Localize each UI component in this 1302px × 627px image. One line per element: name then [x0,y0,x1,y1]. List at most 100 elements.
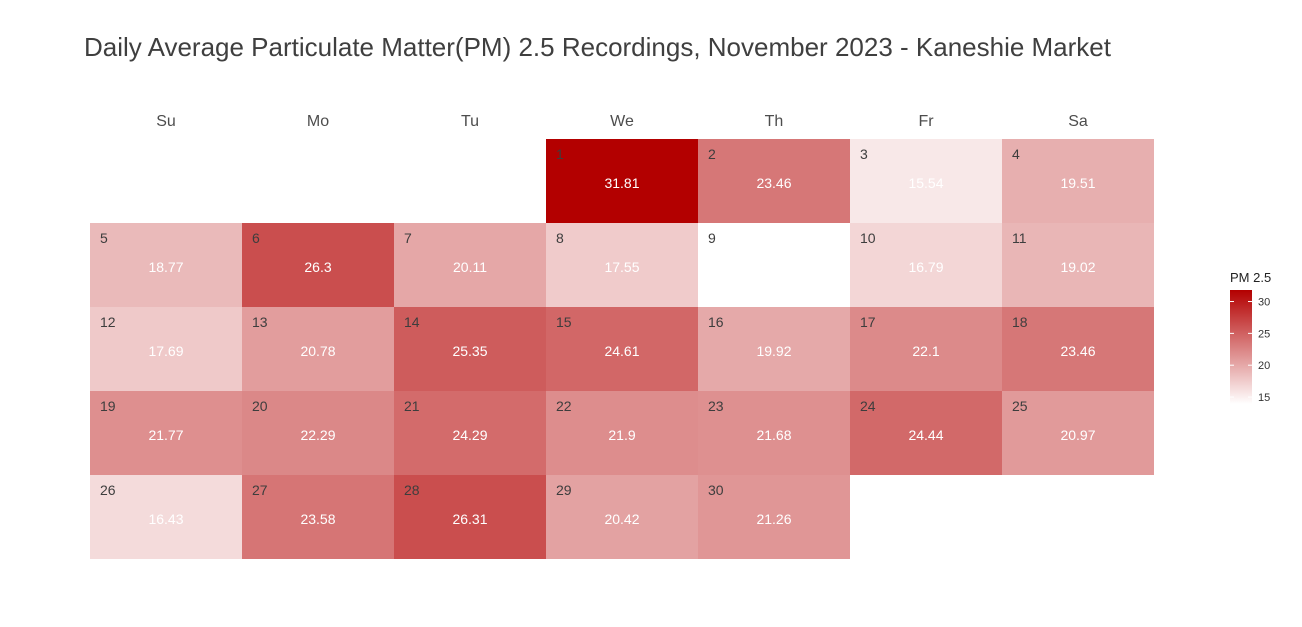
day-cell: 11 19.02 [1002,223,1154,307]
day-cell-fill [90,475,242,559]
day-cell-fill [698,391,850,475]
day-cell: 10 16.79 [850,223,1002,307]
day-cell-fill [698,307,850,391]
day-cell: 720.11 [394,223,546,307]
day-cell: 817.55 [546,223,698,307]
day-cell-fill [698,139,850,223]
day-cell: 13 20.78 [242,307,394,391]
value-label: 24.44 [908,427,943,443]
day-cell-fill [546,475,698,559]
day-cell: 131.81 [546,139,698,223]
day-cell-fill [90,391,242,475]
legend-tick-label: 30 [1258,297,1270,309]
day-cell-fill [242,475,394,559]
weekday-label-tu: Tu [461,113,479,130]
day-cell: 16 19.92 [698,307,850,391]
legend-title: PM 2.5 [1230,270,1272,285]
weekday-label-fr: Fr [918,113,934,130]
day-cell-fill [1002,307,1154,391]
value-label: 19.92 [756,343,791,359]
day-number: 1 [556,146,564,162]
day-cell: 626.3 [242,223,394,307]
day-cell-fill [546,391,698,475]
day-cell-fill [850,391,1002,475]
value-label: 20.42 [604,511,639,527]
day-cell-fill [394,391,546,475]
day-number: 22 [556,398,572,414]
day-number: 23 [708,398,724,414]
day-number: 20 [252,398,268,414]
day-cell-fill [90,223,242,307]
day-cell: 25 20.97 [1002,391,1154,475]
value-label: 16.43 [148,511,183,527]
day-number: 9 [708,230,716,246]
day-cell: 223.46 [698,139,850,223]
weekday-label-sa: Sa [1068,113,1088,130]
value-label: 23.46 [756,175,791,191]
day-cell: 315.54 [850,139,1002,223]
value-label: 19.02 [1060,259,1095,275]
day-cell-fill [850,139,1002,223]
day-number: 17 [860,314,876,330]
day-number: 13 [252,314,268,330]
day-cell-fill [1002,391,1154,475]
day-number: 28 [404,482,420,498]
day-number: 21 [404,398,420,414]
day-number: 19 [100,398,116,414]
day-cell: 23 21.68 [698,391,850,475]
value-label: 22.1 [912,343,939,359]
day-cell: 22 21.9 [546,391,698,475]
day-number: 4 [1012,146,1020,162]
day-cell-fill [242,307,394,391]
day-number: 2 [708,146,716,162]
value-label: 26.31 [452,511,487,527]
value-label: 15.54 [908,175,943,191]
day-number: 5 [100,230,108,246]
day-cell: 12 17.69 [90,307,242,391]
day-cell: 20 22.29 [242,391,394,475]
day-number: 12 [100,314,116,330]
day-number: 18 [1012,314,1028,330]
day-cell-fill [242,391,394,475]
day-number: 29 [556,482,572,498]
day-cell: 27 23.58 [242,475,394,559]
value-label: 23.58 [300,511,335,527]
day-number: 11 [1012,230,1027,246]
value-label: 17.55 [604,259,639,275]
value-label: 16.79 [908,259,943,275]
value-label: 24.29 [452,427,487,443]
day-cell: 14 25.35 [394,307,546,391]
day-cell: 18 23.46 [1002,307,1154,391]
day-number: 8 [556,230,564,246]
day-cell-fill [698,223,850,307]
day-number: 15 [556,314,572,330]
value-label: 25.35 [452,343,487,359]
legend-colorbar [1230,290,1252,404]
day-number: 7 [404,230,412,246]
day-cell: 28 26.31 [394,475,546,559]
day-cell-fill [546,307,698,391]
value-label: 21.9 [608,427,635,443]
chart-title: Daily Average Particulate Matter(PM) 2.5… [84,32,1111,62]
day-cell: 26 16.43 [90,475,242,559]
day-cell-fill [698,475,850,559]
day-cell-fill [90,307,242,391]
day-cell-fill [546,223,698,307]
day-number: 6 [252,230,260,246]
weekday-label-th: Th [765,113,784,130]
day-number: 27 [252,482,268,498]
day-number: 3 [860,146,868,162]
day-cell-fill [394,475,546,559]
weekday-label-su: Su [156,113,176,130]
value-label: 18.77 [148,259,183,275]
day-cell-fill [850,223,1002,307]
value-label: 21.26 [756,511,791,527]
day-cell: 518.77 [90,223,242,307]
day-cell: 419.51 [1002,139,1154,223]
day-cell: 30 21.26 [698,475,850,559]
day-cell-fill [850,307,1002,391]
day-cell: 29 20.42 [546,475,698,559]
day-number: 25 [1012,398,1028,414]
day-cell-fill [394,223,546,307]
